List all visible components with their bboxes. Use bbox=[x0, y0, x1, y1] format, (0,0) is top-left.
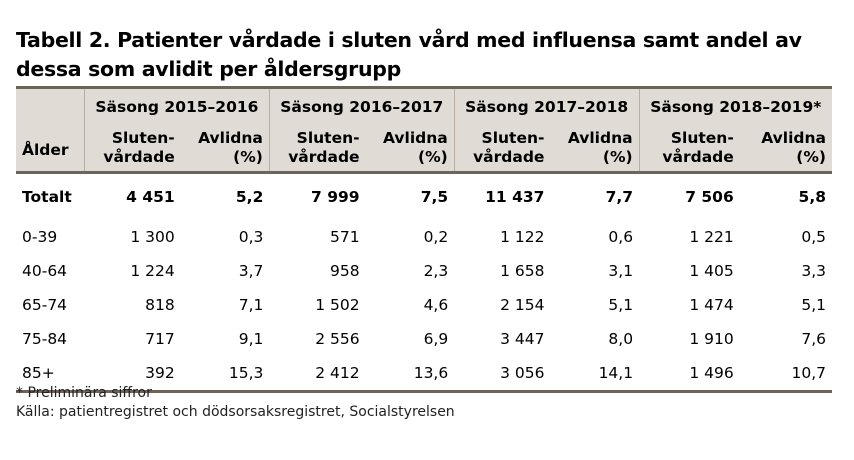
value-cell: 15,3 bbox=[228, 364, 264, 382]
value-cell: 2,3 bbox=[423, 262, 449, 280]
header-season: Säsong 2018–2019* bbox=[638, 87, 832, 125]
value-cell: 1 496 bbox=[689, 364, 734, 382]
header-line: vårdade bbox=[662, 148, 734, 166]
footnote: * Preliminära siffror bbox=[16, 385, 152, 401]
age-cell: 0-39 bbox=[22, 228, 58, 246]
value-cell: 1 474 bbox=[689, 296, 734, 314]
value-cell: 7 999 bbox=[311, 188, 360, 206]
header-line: Avlidna bbox=[567, 129, 633, 147]
value-cell: 1 300 bbox=[130, 228, 175, 246]
value-cell: 0,6 bbox=[608, 228, 634, 246]
value-cell: 7,6 bbox=[801, 330, 826, 348]
value-cell: 14,1 bbox=[598, 364, 634, 382]
value-cell: 5,1 bbox=[608, 296, 634, 314]
header-line: Avlidna bbox=[382, 129, 448, 147]
value-cell: 11 437 bbox=[485, 188, 545, 206]
header-line: Sluten- bbox=[481, 129, 545, 147]
header-line: (%) bbox=[796, 148, 826, 166]
age-cell: Totalt bbox=[22, 188, 72, 206]
table-row: 0-39 1 300 0,3 571 0,2 1 122 0,6 1 221 0,5 bbox=[16, 220, 832, 254]
value-cell: 5,1 bbox=[801, 296, 826, 314]
table-row: Totalt 4 451 5,2 7 999 7,5 11 437 7,7 7 506 5,8 bbox=[16, 173, 832, 221]
value-cell: 3 056 bbox=[500, 364, 545, 382]
header-line: Sluten- bbox=[296, 129, 360, 147]
value-cell: 717 bbox=[145, 330, 175, 348]
value-cell: 2 556 bbox=[315, 330, 360, 348]
header-avlidna: Avlidna (%) bbox=[550, 125, 640, 173]
value-cell: 1 502 bbox=[315, 296, 360, 314]
value-cell: 5,8 bbox=[798, 188, 826, 206]
value-cell: 1 221 bbox=[689, 228, 734, 246]
header-line: vårdade bbox=[473, 148, 545, 166]
value-cell: 4 451 bbox=[126, 188, 175, 206]
table-row: 85+ 392 15,3 2 412 13,6 3 056 14,1 1 496 10,7 bbox=[16, 356, 832, 392]
header-slutenvardade: Sluten-vårdade bbox=[268, 125, 366, 173]
age-cell: 75-84 bbox=[22, 330, 68, 348]
header-slutenvardade: Sluten-vårdade bbox=[453, 125, 551, 173]
value-cell: 7,7 bbox=[605, 188, 634, 206]
header-line: (%) bbox=[418, 148, 448, 166]
value-cell: 2 154 bbox=[500, 296, 545, 314]
header-avlidna: Avlidna (%) bbox=[180, 125, 270, 173]
value-cell: 1 405 bbox=[689, 262, 734, 280]
header-line: (%) bbox=[602, 148, 633, 166]
value-cell: 1 910 bbox=[689, 330, 734, 348]
header-avlidna: Avlidna (%) bbox=[365, 125, 455, 173]
value-cell: 9,1 bbox=[238, 330, 264, 348]
value-cell: 3,1 bbox=[608, 262, 634, 280]
header-line: (%) bbox=[233, 148, 263, 166]
value-cell: 6,9 bbox=[423, 330, 449, 348]
value-cell: 1 122 bbox=[500, 228, 545, 246]
source: Källa: patientregistret och dödsorsaksre… bbox=[16, 404, 455, 420]
header-season: Säsong 2016–2017 bbox=[268, 87, 455, 125]
value-cell: 5,2 bbox=[235, 188, 264, 206]
title-line-2: dessa som avlidit per åldersgrupp bbox=[16, 57, 402, 81]
notes: * Preliminära siffror Källa: patientregi… bbox=[16, 384, 455, 422]
value-cell: 3,3 bbox=[801, 262, 826, 280]
influenza-table: Ålder Säsong 2015–2016 Säsong 2016–2017 … bbox=[16, 86, 832, 393]
value-cell: 571 bbox=[329, 228, 360, 246]
header-line: Avlidna bbox=[761, 129, 826, 147]
header-season: Säsong 2015–2016 bbox=[84, 87, 270, 125]
value-cell: 818 bbox=[145, 296, 175, 314]
header-line: vårdade bbox=[288, 148, 360, 166]
title-line-1: Tabell 2. Patienter vårdade i sluten vår… bbox=[16, 28, 802, 52]
value-cell: 8,0 bbox=[608, 330, 634, 348]
header-avlidna: Avlidna (%) bbox=[739, 125, 832, 173]
value-cell: 7,1 bbox=[238, 296, 264, 314]
value-cell: 392 bbox=[145, 364, 175, 382]
value-cell: 958 bbox=[329, 262, 360, 280]
value-cell: 7,5 bbox=[420, 188, 449, 206]
value-cell: 2 412 bbox=[315, 364, 360, 382]
value-cell: 4,6 bbox=[423, 296, 449, 314]
value-cell: 10,7 bbox=[791, 364, 826, 382]
table-row: 65-74 818 7,1 1 502 4,6 2 154 5,1 1 474 5,1 bbox=[16, 288, 832, 322]
header-line: Avlidna bbox=[198, 129, 263, 147]
value-cell: 0,5 bbox=[801, 228, 826, 246]
header-age: Ålder bbox=[16, 87, 85, 173]
value-cell: 13,6 bbox=[413, 364, 449, 382]
header-slutenvardade: Sluten-vårdade bbox=[638, 125, 740, 173]
header-line: vårdade bbox=[103, 148, 175, 166]
value-cell: 1 658 bbox=[500, 262, 545, 280]
value-cell: 3,7 bbox=[238, 262, 264, 280]
table-title: Tabell 2. Patienter vårdade i sluten vår… bbox=[16, 26, 802, 84]
value-cell: 7 506 bbox=[685, 188, 734, 206]
age-cell: 40-64 bbox=[22, 262, 68, 280]
value-cell: 0,2 bbox=[423, 228, 449, 246]
header-line: Sluten- bbox=[670, 129, 734, 147]
table-row: 75-84 717 9,1 2 556 6,9 3 447 8,0 1 910 7,6 bbox=[16, 322, 832, 356]
table-row: 40-64 1 224 3,7 958 2,3 1 658 3,1 1 405 3,3 bbox=[16, 254, 832, 288]
value-cell: 1 224 bbox=[130, 262, 175, 280]
header-slutenvardade: Sluten-vårdade bbox=[83, 125, 181, 173]
header-season: Säsong 2017–2018 bbox=[453, 87, 640, 125]
value-cell: 3 447 bbox=[500, 330, 545, 348]
header-line: Sluten- bbox=[111, 129, 175, 147]
age-cell: 85+ bbox=[22, 364, 55, 382]
value-cell: 0,3 bbox=[238, 228, 264, 246]
age-cell: 65-74 bbox=[22, 296, 68, 314]
